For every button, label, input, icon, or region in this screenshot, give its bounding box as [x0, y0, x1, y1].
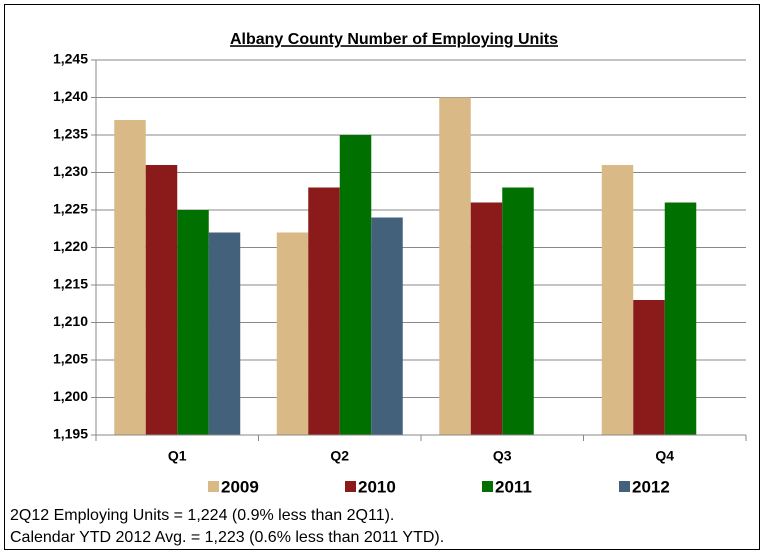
y-tick-label: 1,220: [53, 238, 88, 254]
y-tick-label: 1,235: [53, 126, 88, 142]
bar: [470, 202, 503, 435]
bar: [502, 187, 534, 435]
y-tick-label: 1,245: [53, 51, 88, 67]
y-tick-label: 1,230: [53, 163, 88, 179]
bar: [145, 165, 178, 435]
bar: [276, 232, 309, 435]
bar: [601, 165, 634, 435]
bar: [664, 202, 697, 435]
legend-label: 2011: [495, 477, 532, 496]
x-tick-label: Q4: [655, 448, 674, 464]
legend-swatch: [619, 481, 630, 492]
y-tick-label: 1,215: [53, 276, 88, 292]
bar: [308, 187, 340, 435]
y-tick-label: 1,200: [53, 388, 88, 404]
bar: [633, 300, 665, 435]
legend-label: 2010: [358, 477, 396, 496]
x-tick-label: Q2: [330, 448, 349, 464]
bar: [177, 210, 209, 435]
annotation: Calendar YTD 2012 Avg. = 1,223 (0.6% les…: [10, 529, 444, 546]
bar: [371, 217, 403, 435]
chart-title: Albany County Number of Employing Units: [230, 31, 558, 48]
legend-swatch: [208, 481, 219, 492]
legend-swatch: [482, 481, 493, 492]
x-tick-label: Q3: [493, 448, 512, 464]
y-tick-label: 1,195: [53, 426, 88, 442]
bar: [339, 135, 372, 435]
y-tick-label: 1,225: [53, 201, 88, 217]
y-tick-label: 1,205: [53, 351, 88, 367]
legend-label: 2012: [632, 477, 670, 496]
y-tick-label: 1,210: [53, 313, 88, 329]
bar: [114, 120, 146, 435]
x-tick-label: Q1: [168, 448, 187, 464]
annotation: 2Q12 Employing Units = 1,224 (0.9% less …: [10, 507, 394, 524]
legend-label: 2009: [221, 477, 259, 496]
bar: [208, 232, 241, 435]
y-tick-label: 1,240: [53, 88, 88, 104]
bar: [439, 97, 471, 435]
legend-swatch: [345, 481, 356, 492]
